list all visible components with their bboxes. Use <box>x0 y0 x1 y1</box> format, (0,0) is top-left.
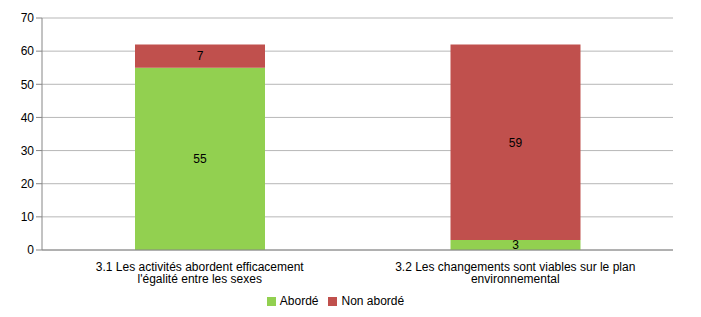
svg-text:55: 55 <box>193 152 207 166</box>
html-text:Non abordé: Non abordé <box>341 294 405 308</box>
svg-text:3: 3 <box>512 238 519 252</box>
svg-text:70: 70 <box>21 11 35 25</box>
svg-text:3.1 Les activités abordent eff: 3.1 Les activités abordent efficacementl… <box>96 260 305 286</box>
svg-text:40: 40 <box>21 111 35 125</box>
svg-text:50: 50 <box>21 78 35 92</box>
html-text:Abordé: Abordé <box>279 294 319 308</box>
svg-text:7: 7 <box>197 49 204 63</box>
svg-text:0: 0 <box>27 243 34 257</box>
svg-text:59: 59 <box>509 136 523 150</box>
svg-text:20: 20 <box>21 177 35 191</box>
svg-text:10: 10 <box>21 210 35 224</box>
svg-text:30: 30 <box>21 144 35 158</box>
svg-text:60: 60 <box>21 44 35 58</box>
svg-text:3.2 Les changements sont viabl: 3.2 Les changements sont viables sur le … <box>395 260 635 286</box>
